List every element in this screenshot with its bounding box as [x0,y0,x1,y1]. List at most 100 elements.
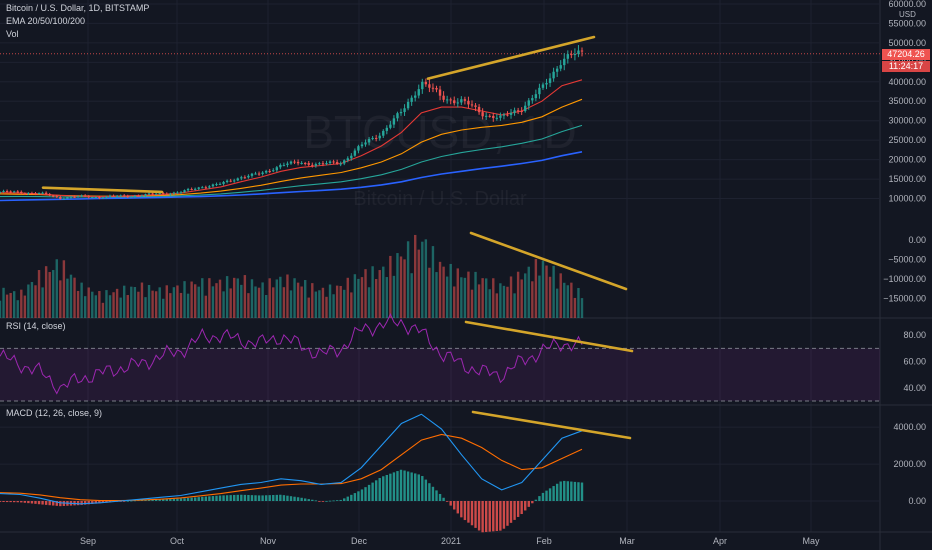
volume-bar [9,292,12,318]
price-tick-label: 40000.00 [888,77,926,87]
volume-bar [229,288,232,318]
macd-histogram-bar [133,500,137,502]
candle-body [73,196,76,198]
candle-body [133,195,137,197]
volume-bar [130,286,133,318]
candle-body [559,65,562,69]
candle-body [289,161,293,164]
candle-body [360,144,364,147]
volume-bar [179,292,183,318]
candle-body [364,142,367,145]
candle-body [563,58,566,66]
volume-bar [563,282,566,318]
candle-body [516,110,520,112]
volume-bar [438,261,442,318]
macd-histogram-bar [541,492,545,501]
macd-histogram-bar [488,501,491,532]
macd-histogram-bar [371,482,374,501]
macd-histogram-bar [250,495,254,501]
macd-histogram-bar [414,473,417,501]
candle-body [311,164,314,166]
macd-histogram-bar [353,493,357,501]
symbol-legend[interactable]: Bitcoin / U.S. Dollar, 1D, BITSTAMP [6,3,150,13]
candle-body [385,127,389,131]
volume-bar [424,239,428,318]
macd-histogram-bar [268,495,271,501]
volume-bar [233,277,236,318]
candle-body [137,195,140,197]
volume-bar [55,259,58,318]
candle-body [130,196,133,198]
macd-histogram-bar [484,501,488,532]
candle-body [445,99,449,101]
volume-bar [201,278,204,318]
candle-body [115,195,119,197]
volume-bar [34,285,37,318]
candle-body [286,163,289,165]
candle-body [378,135,381,139]
volume-bar [2,287,5,318]
candle-body [545,82,548,85]
rsi-legend[interactable]: RSI (14, close) [6,321,66,331]
candle-body [580,50,584,52]
volume-bar [474,271,477,318]
macd-histogram-bar [169,498,172,501]
candle-body [538,87,541,95]
vol-legend[interactable]: Vol [6,29,19,39]
volume-bar [108,295,112,318]
macd-histogram-bar [179,498,183,501]
candle-body [399,111,403,114]
volume-bar [577,287,580,318]
volume-bar [126,295,129,318]
volume-bar [573,297,577,318]
rsi-line [0,312,583,395]
macd-histogram-bar [296,497,300,501]
volume-bar [392,275,396,318]
candle-body [470,104,474,106]
macd-histogram-bar [357,491,360,501]
candle-body [34,193,37,195]
macd-histogram-bar [2,501,5,502]
macd-histogram-bar [211,496,215,501]
macd-histogram-bar [495,501,499,531]
candle-body [44,192,48,195]
candle-body [186,189,190,191]
price-tick-label: 50000.00 [888,38,926,48]
volume-bar [442,266,445,318]
macd-legend[interactable]: MACD (12, 26, close, 9) [6,408,103,418]
watermark-ticker: BTCUSD, 1D [303,106,576,158]
volume-bar [502,285,506,318]
volume-bar [449,263,452,318]
x-tick-label: Apr [713,536,727,546]
macd-signal-line [0,433,583,502]
trendlines[interactable] [41,35,634,440]
macd-histogram-bar [215,495,218,501]
volume-bar [218,279,222,318]
macd-histogram-bar [59,501,62,507]
volume-bar [144,297,147,318]
volume-bar [105,290,108,318]
volume-bar [513,293,516,318]
volume-bar [254,286,257,318]
volume-bar [431,246,435,318]
volume-bar [566,285,570,318]
volume-bar [279,276,282,318]
macd-histogram-bar [531,501,534,504]
macd-histogram-bar [247,495,250,501]
macd-histogram-bar [343,498,346,501]
candle-body [162,193,165,195]
candle-body [321,163,325,165]
candle-body [314,164,318,166]
ema-legend[interactable]: EMA 20/50/100/200 [6,16,86,26]
candle-body [197,187,200,189]
volume-bar [555,288,559,318]
macd-tick-label: 4000.00 [893,422,926,432]
macd-histogram-bar [186,497,190,501]
macd-histogram-bar [382,476,385,501]
candle-body [158,193,161,195]
volume-bar [133,286,137,318]
candle-body [0,191,2,193]
